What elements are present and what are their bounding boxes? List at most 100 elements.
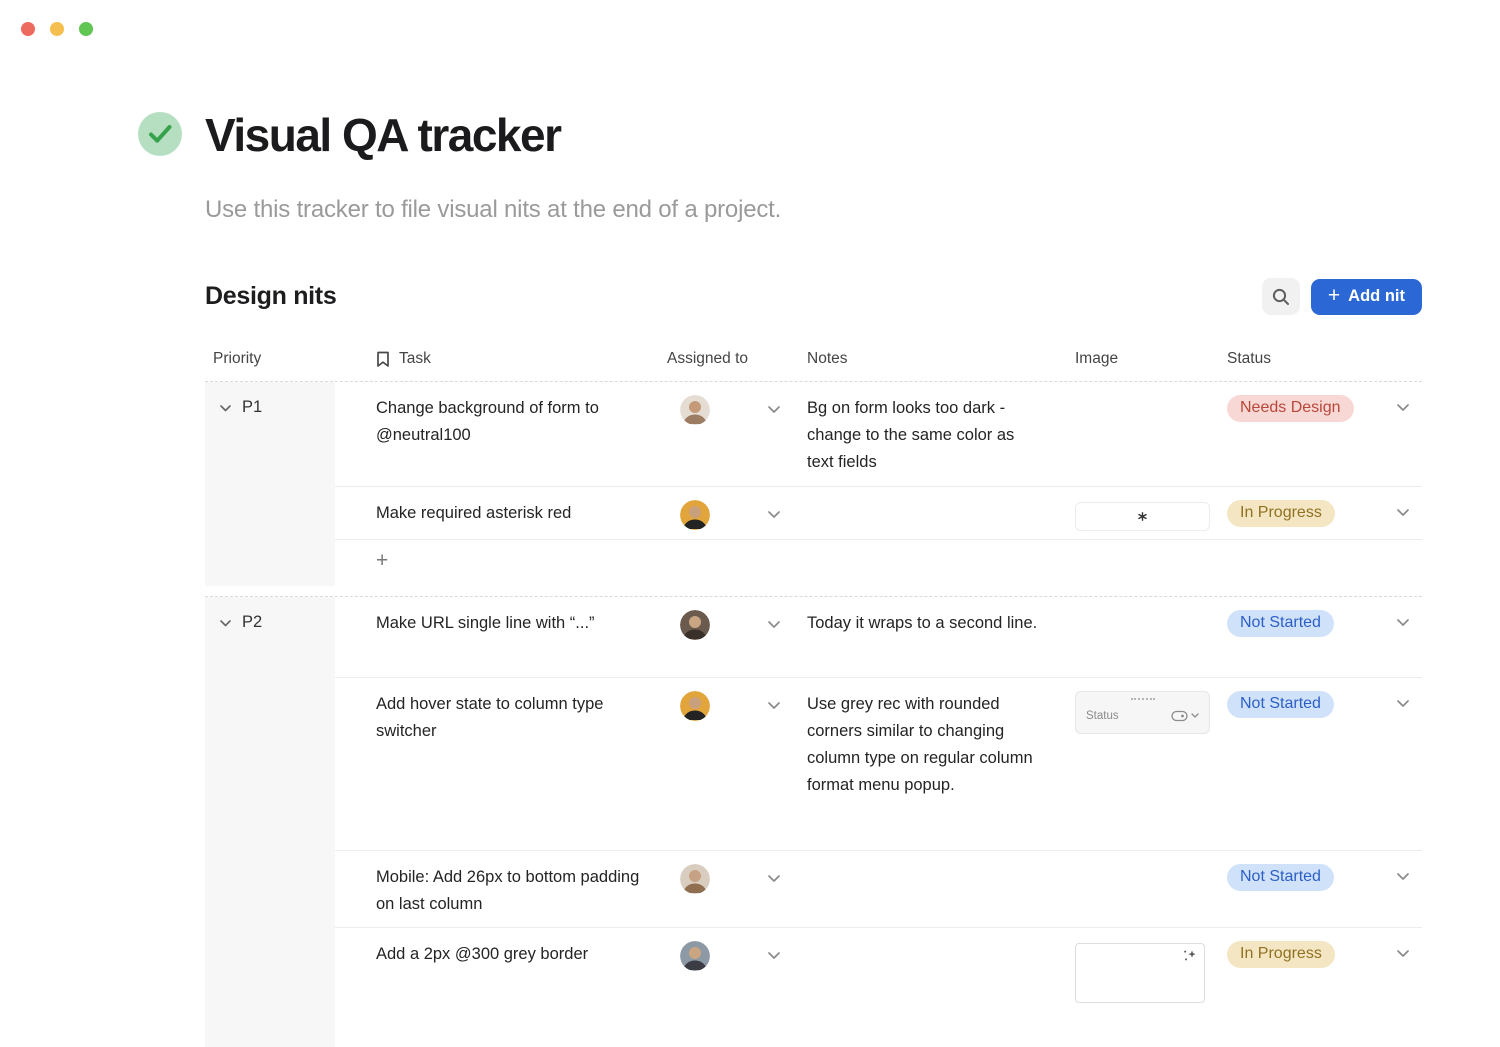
status-cell[interactable]: Not Started [1211,864,1422,927]
column-header-status[interactable]: Status [1227,350,1271,367]
status-cell[interactable]: In Progress [1211,941,1422,1047]
chevron-down-icon[interactable] [1397,873,1409,881]
chevron-down-icon[interactable] [1397,509,1409,517]
table-row[interactable]: Add a 2px @300 grey border [335,927,1422,1047]
status-cell[interactable]: Not Started [1211,610,1422,677]
table-row[interactable]: Make URL single line with “...” [335,597,1422,677]
notes-cell[interactable] [795,864,1063,927]
table-row[interactable]: Mobile: Add 26px to bottom padding on la… [335,850,1422,927]
chevron-down-icon[interactable] [1397,404,1409,412]
chevron-down-icon[interactable] [768,952,780,960]
column-header-priority[interactable]: Priority [213,350,262,367]
avatar[interactable] [680,610,710,640]
table-row[interactable]: Add hover state to column type switcher [335,677,1422,850]
bookmark-icon [376,351,390,368]
group-label: P2 [242,613,263,631]
avatar[interactable] [680,691,710,721]
chevron-down-icon[interactable] [1397,619,1409,627]
task-cell[interactable]: Change background of form to @neutral100 [376,399,599,444]
add-nit-label: Add nit [1348,287,1405,305]
status-dropdown-screenshot-thumbnail[interactable]: Status [1075,691,1210,734]
assigned-cell[interactable] [667,610,795,677]
page-subtitle: Use this tracker to file visual nits at … [205,196,782,223]
check-circle-icon [137,111,183,157]
status-cell[interactable]: In Progress [1211,500,1422,539]
column-header-assigned[interactable]: Assigned to [667,350,748,367]
chevron-down-icon[interactable] [220,620,231,627]
priority-group-p1: P1 Change background of form to @neutral… [205,381,1422,586]
image-cell[interactable] [1063,864,1211,927]
notes-cell[interactable] [795,941,1063,1047]
notes-cell[interactable]: Use grey rec with rounded corners simila… [807,695,1033,794]
chevron-down-icon[interactable] [768,702,780,710]
task-cell[interactable]: Mobile: Add 26px to bottom padding on la… [376,868,640,913]
assigned-cell[interactable] [667,500,795,539]
notes-cell[interactable]: Today it wraps to a second line. [807,614,1038,632]
chevron-down-icon[interactable] [768,511,780,519]
add-row-button[interactable]: + [335,539,1422,586]
thumbnail-label: Status [1086,710,1119,722]
status-badge[interactable]: Not Started [1227,691,1334,718]
window-controls [21,22,93,36]
select-pill-icon [1171,710,1199,722]
task-cell[interactable]: Make required asterisk red [376,504,572,522]
assigned-cell[interactable] [667,395,795,486]
chevron-down-icon[interactable] [220,405,231,412]
table-toolbar: + Add nit [1261,278,1422,315]
avatar[interactable] [680,941,710,971]
status-badge[interactable]: Not Started [1227,610,1334,637]
document: Visual QA tracker Use this tracker to fi… [138,0,1422,1047]
status-badge[interactable]: In Progress [1227,500,1335,527]
image-cell[interactable]: Status [1063,691,1211,850]
task-cell[interactable]: Add hover state to column type switcher [376,695,604,740]
image-cell[interactable] [1063,610,1211,677]
avatar[interactable] [680,500,710,530]
drag-dots-icon [1130,698,1155,700]
column-header-image[interactable]: Image [1075,350,1119,367]
avatar[interactable] [680,864,710,894]
table-header-row: Priority Task Assigned to Notes Image St… [205,337,1422,381]
column-header-notes[interactable]: Notes [807,350,848,367]
status-cell[interactable]: Needs Design [1211,395,1422,486]
group-label: P1 [242,398,263,416]
image-cell[interactable] [1063,395,1211,486]
image-cell[interactable] [1063,500,1211,539]
sparkle-screenshot-thumbnail[interactable] [1075,943,1205,1003]
status-badge[interactable]: In Progress [1227,941,1335,968]
status-badge[interactable]: Needs Design [1227,395,1354,422]
chevron-down-icon[interactable] [1397,950,1409,958]
zoom-button[interactable] [79,22,93,36]
search-icon [1272,288,1290,306]
add-nit-button[interactable]: + Add nit [1310,278,1422,315]
group-header-p2[interactable]: P2 [205,597,335,1047]
image-cell[interactable] [1063,941,1211,1047]
notes-cell[interactable]: Bg on form looks too dark - change to th… [807,399,1015,471]
column-header-task[interactable]: Task [335,350,667,368]
asterisk-screenshot-thumbnail[interactable] [1075,502,1210,531]
group-header-p1[interactable]: P1 [205,382,335,586]
plus-icon: + [1327,284,1341,307]
assigned-cell[interactable] [667,941,795,1047]
page-title-row: Visual QA tracker [138,108,1422,162]
chevron-down-icon[interactable] [768,406,780,414]
task-cell[interactable]: Add a 2px @300 grey border [376,945,589,963]
chevron-down-icon[interactable] [768,875,780,883]
assigned-cell[interactable] [667,864,795,927]
table-row[interactable]: Change background of form to @neutral100 [335,382,1422,486]
table-row[interactable]: Make required asterisk red [335,486,1422,539]
section-title: Design nits [205,282,337,310]
avatar[interactable] [680,395,710,425]
status-cell[interactable]: Not Started [1211,691,1422,850]
chevron-down-icon[interactable] [768,621,780,629]
minimize-button[interactable] [50,22,64,36]
priority-group-p2: P2 Make URL single line with “...” [205,596,1422,1047]
assigned-cell[interactable] [667,691,795,850]
page-title: Visual QA tracker [205,109,562,161]
close-button[interactable] [21,22,35,36]
notes-cell[interactable] [795,500,1063,539]
design-nits-table: Priority Task Assigned to Notes Image St… [205,337,1422,1047]
chevron-down-icon[interactable] [1397,700,1409,708]
search-button[interactable] [1261,278,1300,315]
task-cell[interactable]: Make URL single line with “...” [376,614,595,632]
status-badge[interactable]: Not Started [1227,864,1334,891]
